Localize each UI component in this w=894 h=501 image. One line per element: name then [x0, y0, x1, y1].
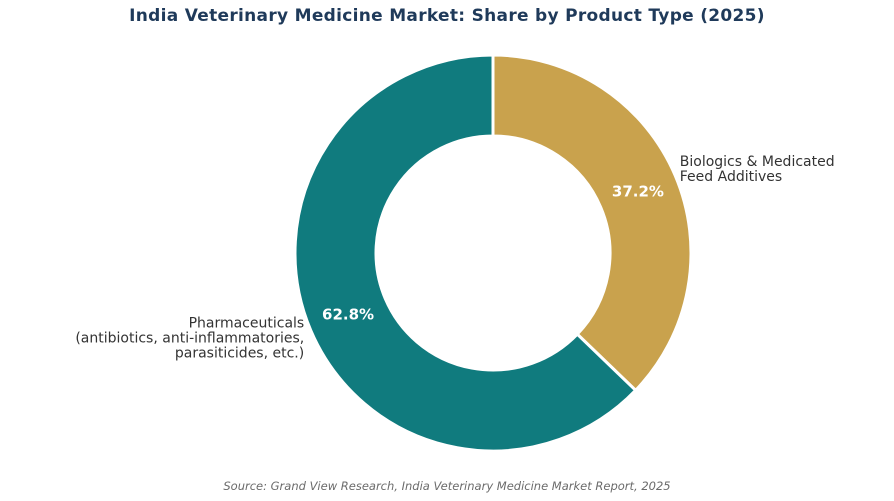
slice-category-label-1: Biologics & Medicated Feed Additives	[680, 154, 835, 185]
donut-slice-1	[491, 53, 693, 393]
slice-pct-label-2: 62.8%	[322, 306, 374, 324]
slice-pct-label-1: 37.2%	[612, 182, 664, 200]
slice-category-label-2: Pharmaceuticals (antibiotics, anti-inflam…	[75, 316, 304, 362]
chart-title: India Veterinary Medicine Market: Share …	[129, 6, 765, 26]
donut-slice-2	[293, 53, 638, 453]
source-note: Source: Grand View Research, India Veter…	[223, 479, 671, 493]
